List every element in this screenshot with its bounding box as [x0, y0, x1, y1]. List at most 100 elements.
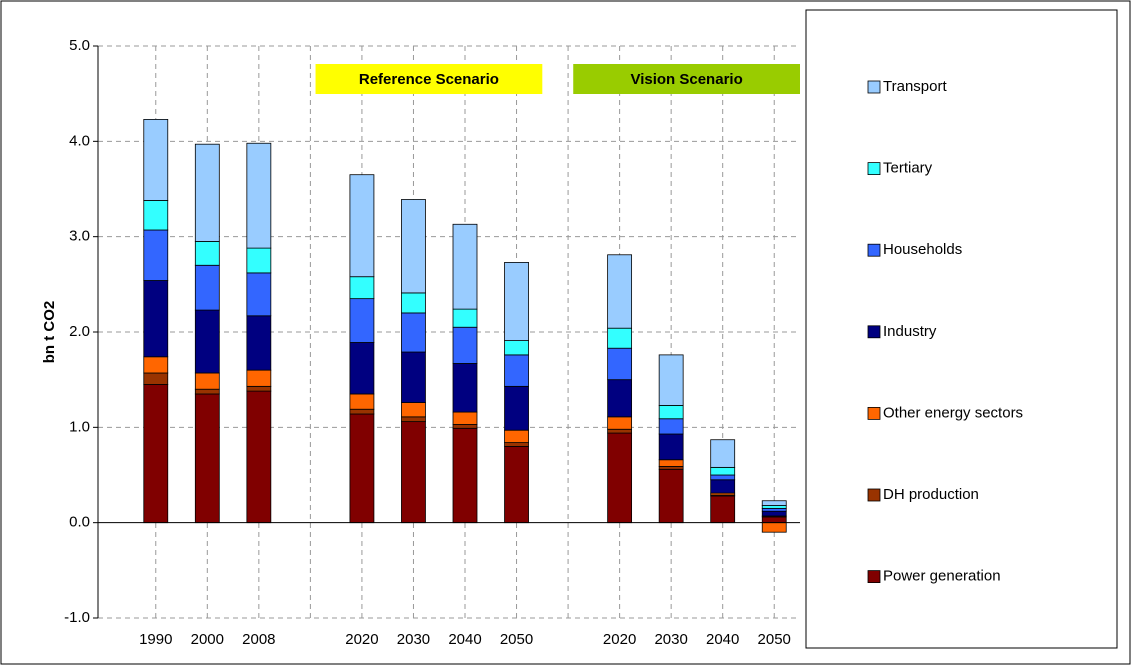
x-tick-label: 2020 [603, 631, 636, 648]
bar-segment [658, 468, 684, 524]
bar-segment [607, 327, 633, 349]
bar-segment [710, 479, 736, 494]
bar-segment [143, 280, 169, 358]
legend-label: DH production [883, 486, 979, 503]
bar-segment [349, 413, 375, 524]
bar-segment [349, 276, 375, 300]
legend-label: Industry [883, 323, 937, 340]
bar-segment [761, 500, 787, 506]
bar-segment [607, 416, 633, 430]
x-tick-label: 2040 [706, 631, 739, 648]
annotation: Vision Scenario [630, 71, 742, 88]
bar-segment [504, 429, 529, 443]
bar-segment [401, 416, 426, 423]
bar-segment [504, 262, 529, 341]
x-tick-label: 2050 [758, 631, 791, 648]
bar-segment [194, 241, 220, 266]
legend-swatch [867, 243, 881, 257]
bar-segment [401, 421, 426, 524]
y-tick-label: 2.0 [69, 323, 90, 340]
x-tick-label: 2030 [654, 631, 687, 648]
bar-segment [607, 428, 633, 434]
legend-swatch [867, 325, 881, 339]
bar-segment [761, 505, 787, 509]
bar-segment [194, 309, 220, 374]
y-axis-label: bn t CO2 [41, 301, 58, 364]
bar-segment [710, 474, 736, 481]
bar-segment [504, 445, 529, 524]
bar-segment [658, 433, 684, 461]
bar-segment [710, 466, 736, 476]
bar-segment [194, 393, 220, 524]
annotation: Reference Scenario [359, 71, 499, 88]
bar-segment [607, 347, 633, 381]
bar-segment [607, 379, 633, 418]
x-tick-label: 1990 [139, 631, 172, 648]
bar-segment [349, 174, 375, 278]
bar-segment [246, 247, 272, 274]
legend-label: Households [883, 241, 962, 258]
bar-segment [349, 408, 375, 415]
bar-segment [452, 411, 478, 425]
bar-segment [194, 388, 220, 395]
bar-segment [194, 264, 220, 311]
bar-segment [143, 119, 169, 201]
bar-segment [143, 200, 169, 231]
legend-box [805, 9, 1118, 649]
x-tick-label: 2020 [345, 631, 378, 648]
legend-swatch [867, 406, 881, 420]
bar-segment [143, 229, 169, 281]
bar-segment [504, 354, 529, 387]
bar-segment [504, 442, 529, 447]
bar-segment [658, 405, 684, 420]
bar-segment [246, 385, 272, 392]
bar-segment [761, 510, 787, 517]
bar-segment [194, 143, 220, 242]
bar-segment [401, 312, 426, 353]
bar-segment [143, 384, 169, 524]
bar-segment [452, 424, 478, 429]
bar-segment [504, 385, 529, 431]
bar-segment [658, 466, 684, 470]
annotation-box [315, 64, 543, 94]
bar-segment [710, 495, 736, 524]
legend-swatch [867, 80, 881, 94]
legend-label: Other energy sectors [883, 404, 1023, 421]
bar-segment [452, 363, 478, 413]
bar-segment [607, 254, 633, 329]
legend-swatch [867, 488, 881, 502]
y-tick-label: 5.0 [69, 37, 90, 54]
bar-segment [246, 315, 272, 371]
bar-segment [143, 372, 169, 385]
bar-segment [349, 298, 375, 343]
legend-label: Tertiary [883, 160, 933, 177]
bar-segment [658, 418, 684, 435]
y-tick-label: 0.0 [69, 514, 90, 531]
bar-segment [658, 354, 684, 406]
bar-segment [401, 402, 426, 418]
bar-segment [401, 351, 426, 403]
y-tick-label: 3.0 [69, 228, 90, 245]
x-tick-label: 2008 [242, 631, 275, 648]
bar-segment [194, 372, 220, 390]
bar-segment [401, 292, 426, 314]
bar-segment [761, 522, 787, 533]
legend-label: Power generation [883, 568, 1001, 585]
bar-segment [452, 427, 478, 524]
bar-segment [452, 326, 478, 364]
bar-segment [349, 393, 375, 410]
y-tick-label: -1.0 [64, 609, 90, 626]
annotation-box [573, 64, 800, 94]
legend-label: Transport [883, 78, 947, 95]
bar-segment [504, 340, 529, 356]
legend-swatch [867, 162, 881, 176]
bar-segment [761, 516, 787, 524]
x-tick-label: 2040 [448, 631, 481, 648]
bar-segment [710, 439, 736, 468]
bar-segment [401, 199, 426, 294]
legend-swatch [867, 570, 881, 583]
bar-segment [246, 272, 272, 317]
bar-segment [452, 223, 478, 310]
bar-segment [246, 142, 272, 249]
